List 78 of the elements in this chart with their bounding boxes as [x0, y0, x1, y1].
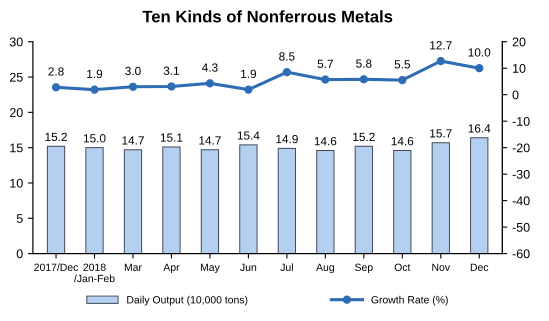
bar [316, 150, 334, 254]
bar [200, 149, 220, 254]
x-tick-label: Mar [124, 264, 142, 271]
data-label: 14.6 [392, 136, 414, 146]
y-tick-label: 30 [10, 38, 23, 46]
bar [432, 142, 450, 254]
data-label: 14.9 [276, 134, 298, 144]
y2-tick-label: -60 [512, 249, 530, 258]
bar [239, 144, 258, 254]
x-tick-label: Oct [394, 264, 410, 271]
data-label: 2.8 [48, 67, 64, 76]
x-tick-label: Nov [432, 264, 450, 271]
legend-label: Daily Output (10,000 tons) [127, 296, 248, 306]
y2-tick-label: -40 [512, 196, 530, 206]
data-label: 1.9 [87, 70, 102, 78]
y-tick-label: 25 [10, 72, 23, 82]
point [282, 68, 292, 76]
data-label: 15.0 [84, 134, 106, 142]
data-label: 15.4 [238, 131, 260, 140]
data-label: 14.6 [314, 136, 336, 146]
bar [393, 150, 412, 254]
data-label: 5.7 [318, 60, 333, 68]
y-tick-label: 0 [16, 249, 23, 258]
data-label: 3.1 [164, 66, 180, 75]
data-label: 15.2 [45, 132, 67, 142]
y-tick-label: 5 [16, 214, 23, 223]
data-label: 1.9 [241, 70, 256, 78]
y2-tick-label: -10 [512, 116, 530, 126]
data-label: 15.1 [160, 134, 182, 142]
data-label: 10.0 [468, 48, 490, 57]
data-label: 12.7 [430, 41, 452, 50]
bar [46, 146, 66, 254]
y-tick-label: 10 [10, 178, 23, 188]
x-tick-label: Apr [163, 264, 180, 274]
data-label: 8.5 [279, 52, 295, 61]
point [321, 75, 330, 84]
legend-label: Growth Rate (%) [371, 296, 448, 306]
data-label: 14.7 [122, 136, 144, 145]
point [128, 82, 138, 91]
y2-tick-label: -20 [512, 143, 530, 152]
x-tick-label: May [200, 264, 220, 274]
y-tick-label: 15 [10, 144, 23, 152]
bar [354, 146, 373, 254]
y2-tick-label: 10 [513, 64, 526, 73]
bar [470, 137, 488, 254]
y2-tick-label: -30 [512, 170, 530, 179]
bar [124, 149, 142, 254]
y2-tick-label: 0 [512, 90, 519, 100]
x-tick-label: Dec [470, 264, 488, 271]
data-label: 5.8 [356, 59, 372, 68]
data-label: 15.2 [353, 132, 375, 142]
point [360, 75, 368, 84]
point [206, 79, 214, 88]
point [52, 83, 60, 92]
x-tick-label: Jun [240, 264, 256, 271]
y2-tick-label: 20 [512, 38, 526, 46]
point [398, 76, 406, 84]
point [167, 82, 176, 91]
bar [85, 147, 104, 254]
data-label: 16.4 [468, 124, 490, 133]
bar [162, 146, 181, 254]
data-label: 3.0 [125, 66, 141, 76]
x-tick-label: Sep [355, 264, 373, 274]
chart-title: Ten Kinds of Nonferrous Metals [142, 10, 392, 22]
x-tick-label: Aug [316, 264, 334, 274]
y-tick-label: 20 [10, 108, 23, 117]
data-label: 15.7 [430, 129, 452, 138]
y2-tick-label: -50 [512, 222, 530, 232]
x-tick-label: Jul [280, 263, 293, 271]
point [244, 85, 253, 94]
point [436, 56, 445, 66]
data-label: 4.3 [202, 63, 218, 72]
data-label: 5.5 [394, 60, 410, 69]
bar [278, 148, 296, 254]
point [90, 85, 99, 94]
data-label: 14.7 [199, 136, 221, 145]
x-tick-label: 2017/Dec [34, 263, 78, 271]
point [475, 64, 484, 72]
